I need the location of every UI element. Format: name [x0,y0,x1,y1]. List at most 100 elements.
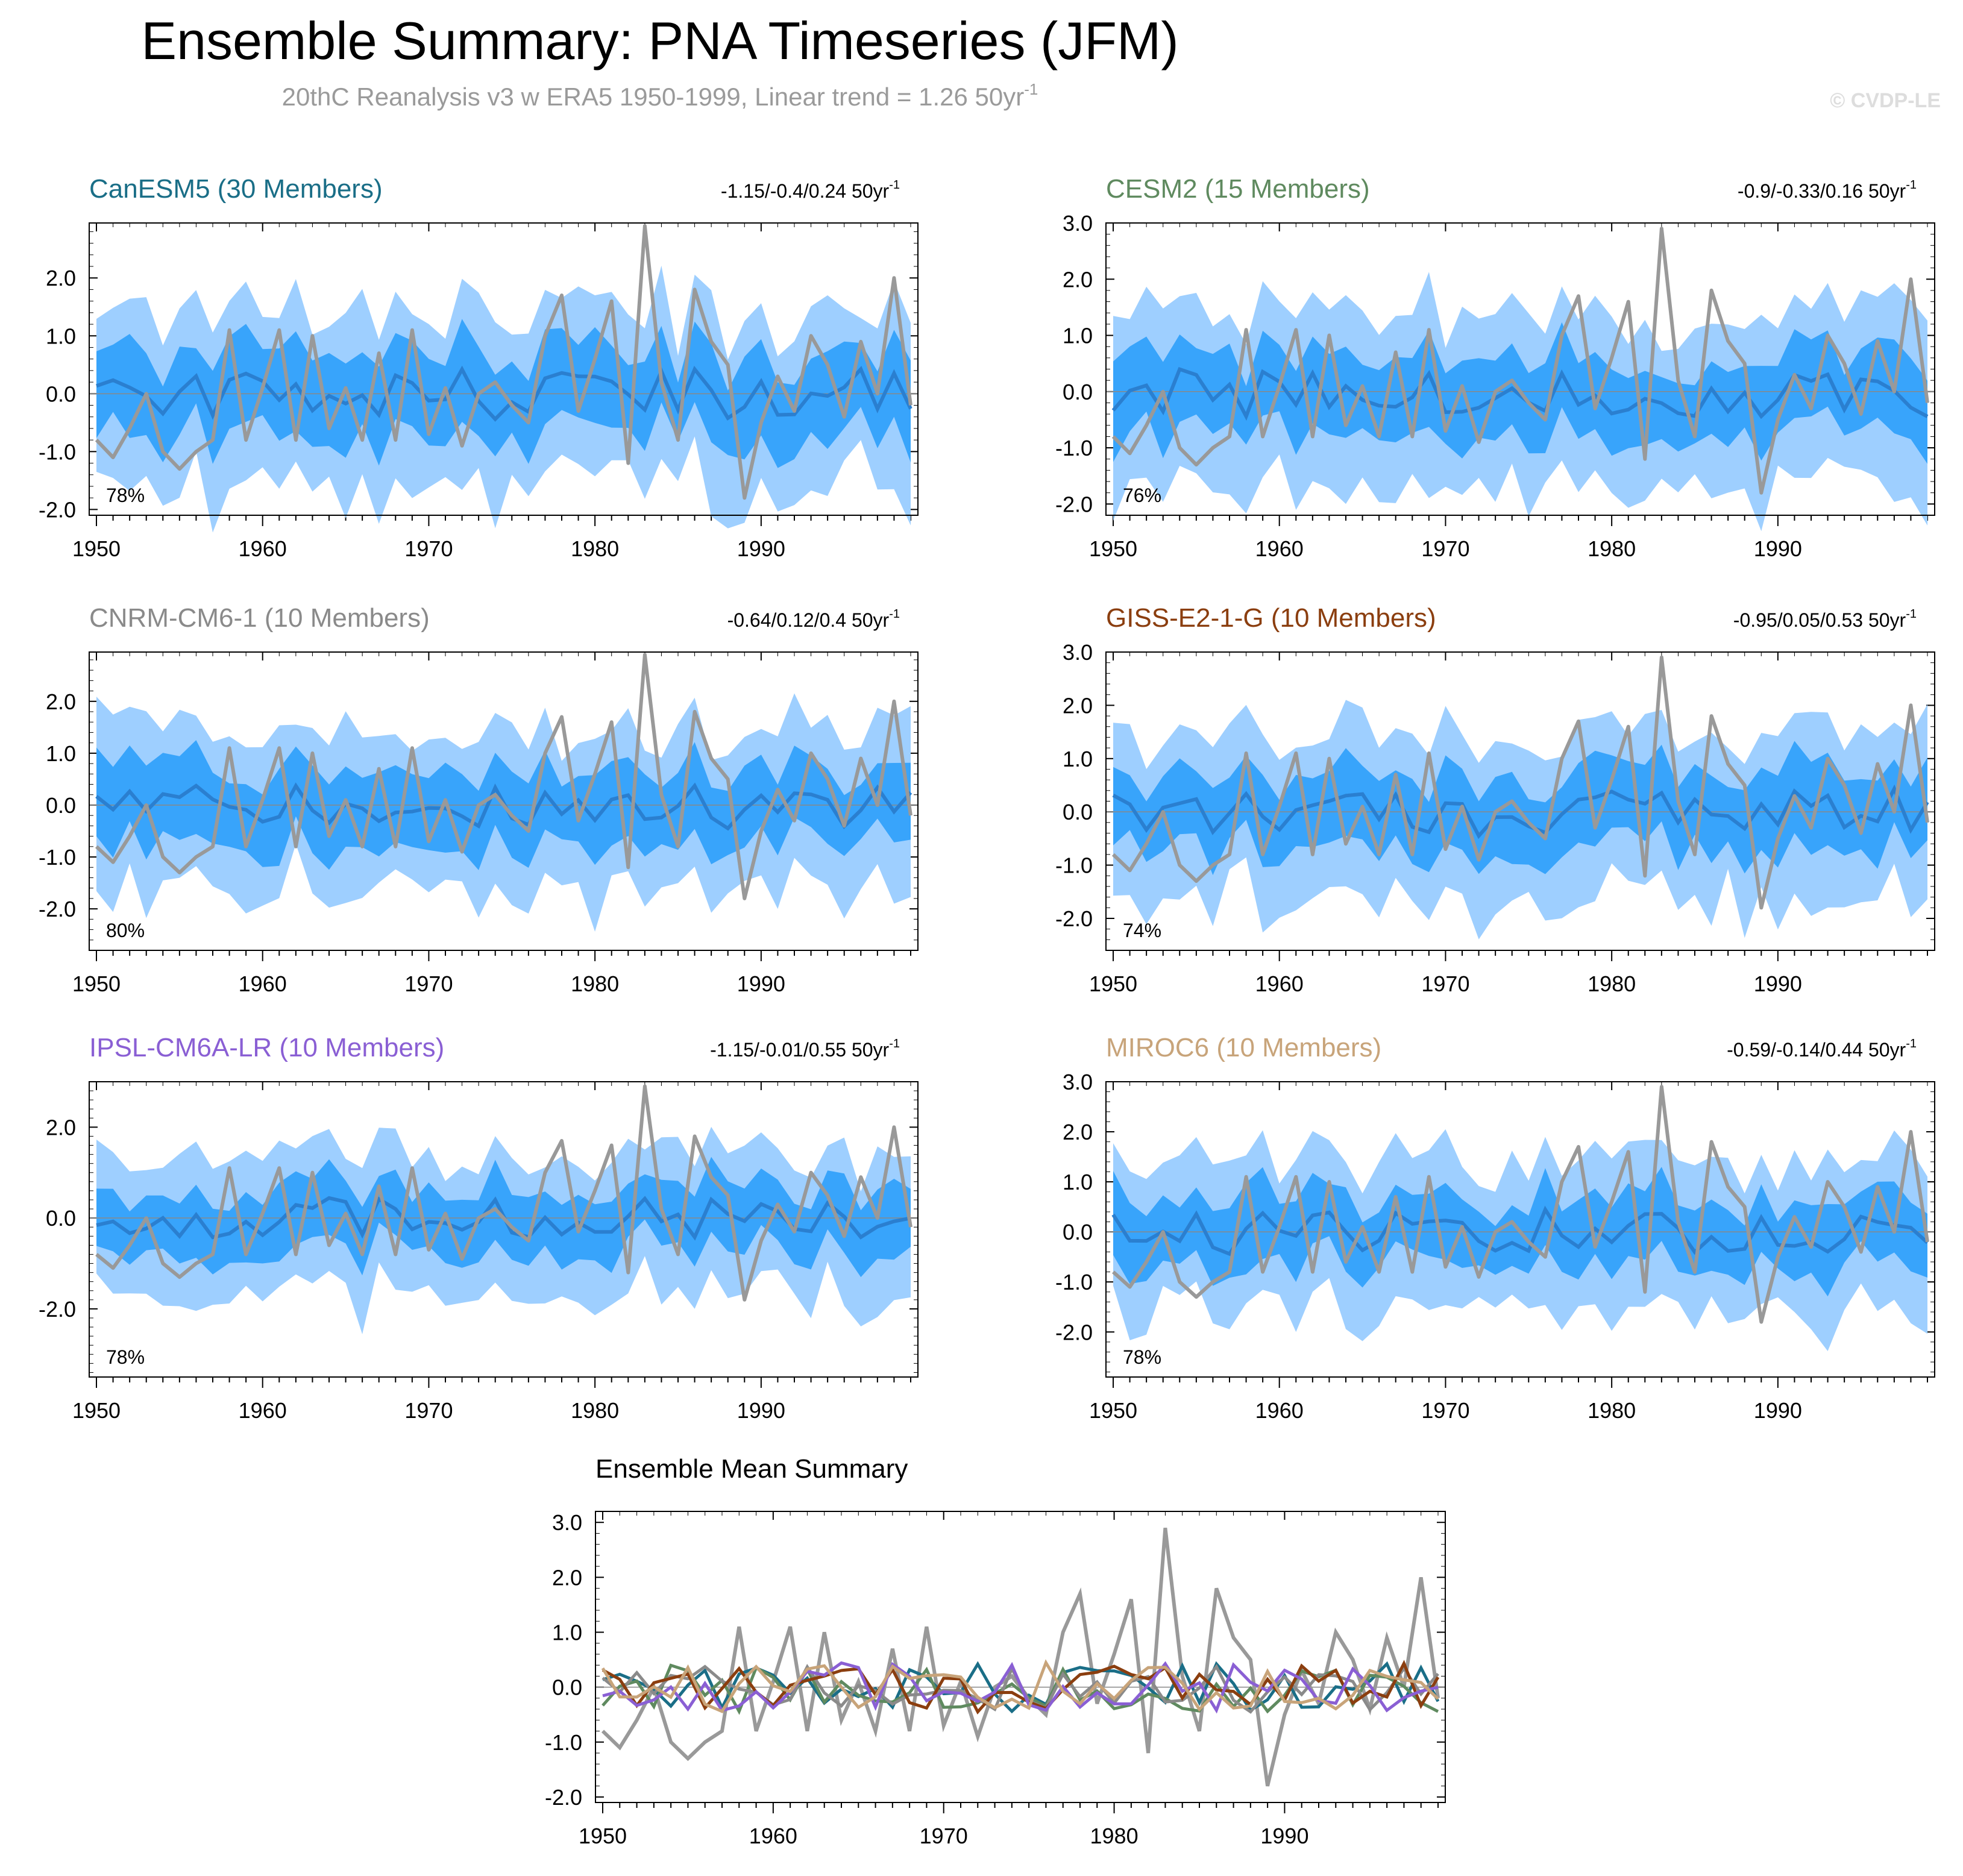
canesm5-xtick-label: 1960 [239,536,287,561]
cesm2-xtick-label: 1990 [1754,536,1802,561]
canesm5-frame-top [89,222,919,516]
canesm5-xtick-label: 1950 [72,536,121,561]
cesm2-xtick-label: 1950 [1089,536,1137,561]
giss-ensemble-mean-line [1112,784,1929,839]
miroc6-ytick-label: 0.0 [1063,1220,1093,1244]
summary-xtick-label: 1960 [749,1824,797,1848]
summary-ytick-label: 3.0 [552,1510,582,1535]
ipsl-percent: 78% [106,1346,145,1368]
cnrm-ytick-label: -2.0 [39,897,76,921]
miroc6-xtick-label: 1960 [1255,1398,1304,1423]
cnrm-ytick-label: 1.0 [46,741,76,766]
panel-ipsl: 2.0 0.0 -2.0 1950 1960 1970 1980 1990 IPSL-CM6A-… [39,1033,919,1423]
miroc6-observed-line [1111,1085,1929,1324]
giss-trend: -0.95/0.05/0.53 50yr-1 [1733,607,1917,631]
ipsl-frame-top [89,1081,919,1378]
canesm5-ytick-label: -1.0 [39,439,76,464]
giss-ytick-label: 2.0 [1063,693,1093,718]
miroc6-xtick-label: 1950 [1089,1398,1137,1423]
giss-ytick-label: -2.0 [1055,906,1093,931]
summary-xtick-label: 1970 [920,1824,968,1848]
cesm2-trend-sup: -1 [1906,178,1917,192]
summary-title: Ensemble Mean Summary [595,1454,908,1484]
summary-xtick-label: 1950 [579,1824,627,1848]
cnrm-trend: -0.64/0.12/0.4 50yr-1 [727,607,900,631]
cnrm-percent: 80% [106,920,145,941]
canesm5-observed-line [95,224,912,500]
canesm5-ytick-label: 0.0 [46,381,76,406]
cesm2-ytick-label: -2.0 [1055,492,1093,516]
miroc6-xtick-label: 1980 [1588,1398,1636,1423]
miroc6-percent: 78% [1123,1346,1161,1368]
giss-xtick-label: 1950 [1089,971,1137,996]
giss-xtick-label: 1980 [1588,971,1636,996]
summary-line-giss [601,1660,1440,1714]
watermark: © CVDP-LE [1830,89,1941,112]
ipsl-xtick-label: 1980 [571,1398,619,1423]
miroc6-ytick-label: 2.0 [1063,1120,1093,1144]
miroc6-ytick-label: -1.0 [1055,1270,1093,1294]
giss-trend-sup: -1 [1906,607,1917,621]
canesm5-ytick-label: -2.0 [39,497,76,522]
cesm2-ytick-label: -1.0 [1055,436,1093,460]
ipsl-trend-sup: -1 [889,1037,900,1050]
summary-frame [595,1511,1446,1803]
cesm2-ytick-label: 0.0 [1063,380,1093,404]
cnrm-xtick-label: 1990 [737,971,785,996]
summary-ytick-label: 1.0 [552,1620,582,1645]
summary-ytick-label: -1.0 [545,1730,582,1755]
summary-line-miroc6 [601,1659,1439,1713]
panel-cesm2: 3.0 2.0 1.0 0.0 -1.0 -2.0 1950 1960 1970 1980 1990… [1055,174,1935,561]
giss-band-25-75 [1113,741,1927,876]
canesm5-ensemble-mean-line [96,365,912,422]
miroc6-xtick-label: 1970 [1421,1398,1469,1423]
canesm5-xtick-label: 1970 [404,536,453,561]
giss-ytick-label: 3.0 [1063,640,1093,665]
summary-ytick-label: -2.0 [545,1785,582,1810]
panel-cnrm: 2.0 1.0 0.0 -1.0 -2.0 1950 1960 1970 1980 1990 CNR… [39,603,919,996]
giss-xtick-label: 1970 [1421,971,1469,996]
figure-title: Ensemble Summary: PNA Timeseries (JFM) [141,11,1178,71]
panel-miroc6: 3.0 2.0 1.0 0.0 -1.0 -2.0 1950 1960 1970 1980 1990… [1055,1033,1935,1423]
giss-ytick-label: 0.0 [1063,800,1093,824]
miroc6-title: MIROC6 (10 Members) [1106,1033,1381,1062]
summary-xtick-label: 1980 [1090,1824,1139,1848]
cesm2-xtick-label: 1980 [1588,536,1636,561]
giss-observed-line [1111,655,1929,910]
cnrm-xtick-label: 1980 [571,971,619,996]
giss-percent: 74% [1123,920,1161,941]
miroc6-ytick-label: -2.0 [1055,1320,1093,1344]
ipsl-xtick-label: 1950 [72,1398,121,1423]
cnrm-ytick-label: -1.0 [39,845,76,870]
ipsl-ytick-label: 0.0 [46,1206,76,1231]
canesm5-ytick-label: 2.0 [46,266,76,290]
ipsl-xtick-label: 1990 [737,1398,785,1423]
miroc6-ytick-label: 3.0 [1063,1070,1093,1094]
ipsl-trend: -1.15/-0.01/0.55 50yr-1 [710,1037,900,1061]
cnrm-ytick-label: 0.0 [46,793,76,818]
panel-canesm5: 2.0 1.0 0.0 -1.0 -2.0 1950 1960 1970 1980 1990 Can… [39,174,919,561]
giss-xtick-label: 1990 [1754,971,1802,996]
cnrm-observed-line [95,653,912,900]
panel-giss: 3.0 2.0 1.0 0.0 -1.0 -2.0 1950 1960 1970 1980 1990… [1055,603,1935,996]
summary-line-ipsl [602,1661,1439,1714]
figure-subtitle: 20thC Reanalysis v3 w ERA5 1950-1999, Li… [282,80,1038,111]
ipsl-xtick-label: 1960 [239,1398,287,1423]
ipsl-xtick-label: 1970 [404,1398,453,1423]
cnrm-ytick-label: 2.0 [46,689,76,714]
panel-ensemble-mean-summary: 3.0 2.0 1.0 0.0 -1.0 -2.0 1950 1960 1970 1980 1990… [545,1454,1446,1848]
canesm5-percent: 78% [106,485,145,506]
cesm2-ytick-label: 3.0 [1063,211,1093,236]
miroc6-trend-sup: -1 [1906,1037,1917,1050]
canesm5-xtick-label: 1980 [571,536,619,561]
summary-ytick-label: 2.0 [552,1565,582,1590]
canesm5-ytick-label: 1.0 [46,324,76,348]
cesm2-percent: 76% [1123,485,1161,506]
cesm2-xtick-label: 1970 [1421,536,1469,561]
miroc6-xtick-label: 1990 [1754,1398,1802,1423]
cnrm-xtick-label: 1970 [404,971,453,996]
miroc6-ensemble-mean-line [1111,1205,1929,1256]
cnrm-title: CNRM-CM6-1 (10 Members) [89,603,430,633]
giss-ytick-label: -1.0 [1055,853,1093,878]
